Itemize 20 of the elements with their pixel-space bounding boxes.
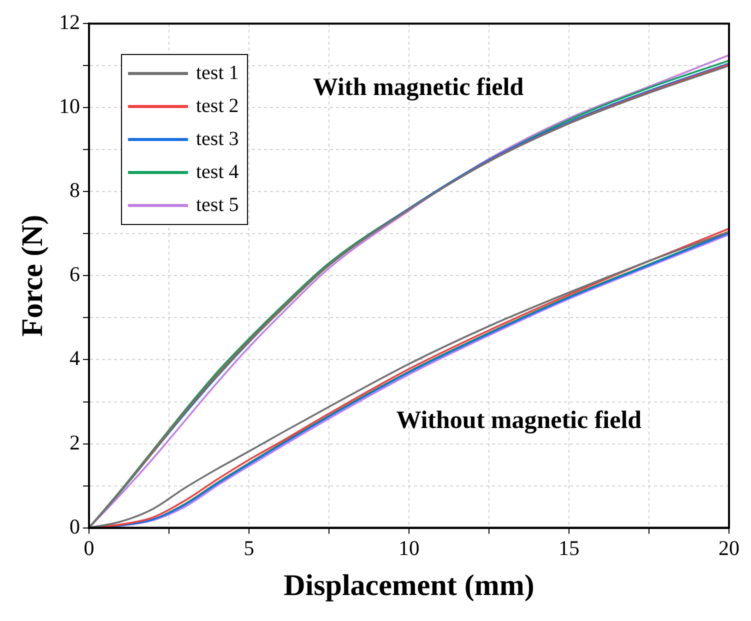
x-tick-label: 15 — [558, 536, 580, 560]
y-axis-title: Force (N) — [16, 214, 49, 337]
y-tick-label: 4 — [70, 346, 80, 370]
x-tick-label: 20 — [718, 536, 740, 560]
annotation: Without magnetic field — [396, 406, 642, 435]
annotation: With magnetic field — [313, 74, 524, 102]
legend-label: test 1 — [196, 62, 239, 85]
x-tick-label: 10 — [398, 536, 420, 560]
y-tick-label: 8 — [70, 178, 80, 202]
x-axis-title: Displacement (mm) — [284, 568, 534, 602]
legend-label: test 3 — [196, 128, 239, 151]
legend-label: test 5 — [196, 194, 239, 217]
y-tick-label: 6 — [70, 262, 80, 286]
y-tick-label: 2 — [70, 430, 80, 454]
y-tick-label: 10 — [59, 94, 80, 118]
legend-label: test 2 — [196, 94, 239, 118]
legend-label: test 4 — [196, 160, 239, 184]
x-tick-label: 5 — [244, 536, 254, 560]
y-tick-label: 12 — [59, 10, 80, 34]
y-tick-label: 0 — [70, 514, 80, 538]
